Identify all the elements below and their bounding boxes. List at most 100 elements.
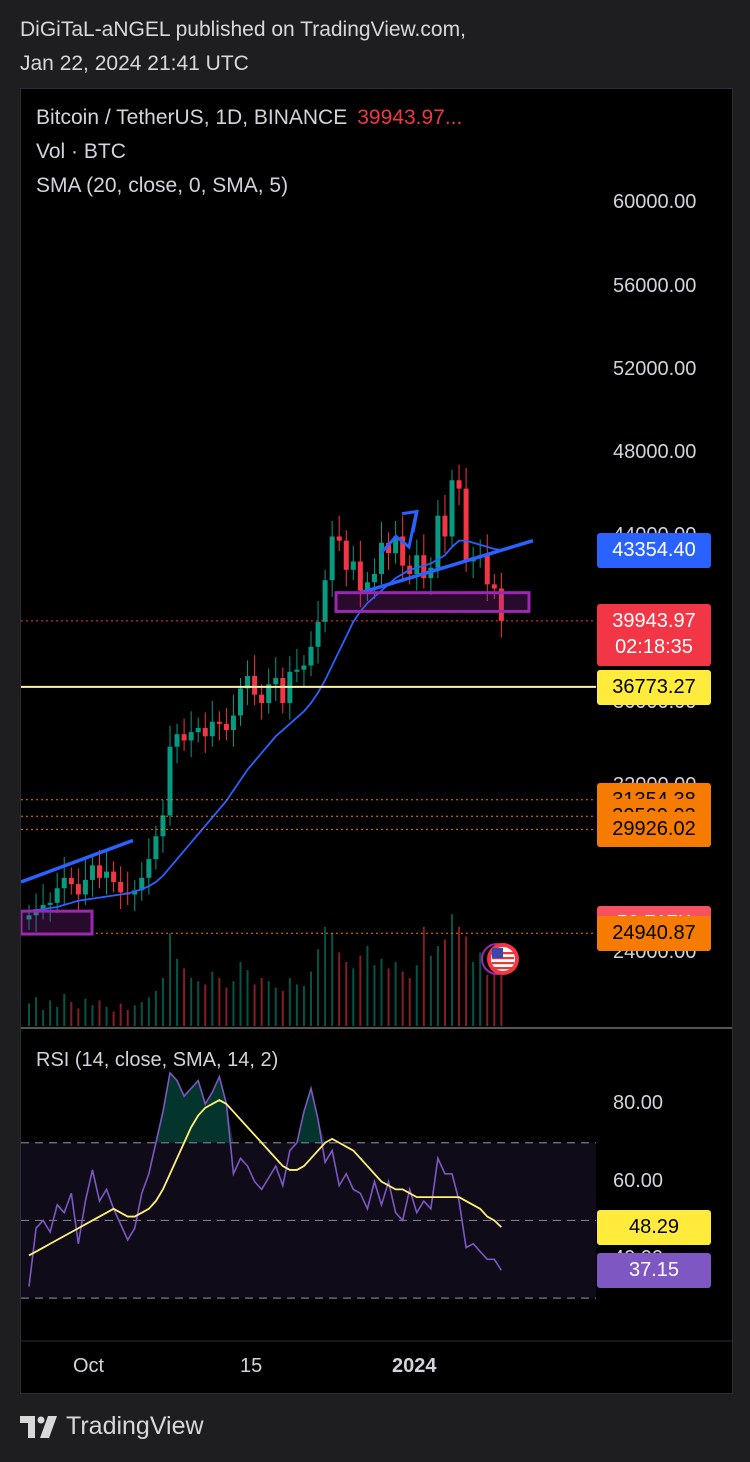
x-tick-2024: 2024 — [392, 1355, 437, 1377]
volume-bar — [77, 1008, 80, 1026]
candle-body — [132, 890, 138, 895]
published-date: Jan 22, 2024 21:41 UTC — [20, 52, 249, 75]
volume-bar — [274, 987, 277, 1026]
volume-bar — [239, 962, 242, 1026]
candle-body — [280, 678, 286, 703]
tradingview-brand[interactable]: TradingView — [20, 1412, 204, 1441]
volume-bar — [98, 1000, 101, 1026]
legend-last-price: 39943.97... — [357, 106, 463, 129]
chart-container[interactable]: Bitcoin / TetherUS, 1D, BINANCE 39943.97.… — [20, 88, 733, 1394]
candle-body — [167, 746, 173, 816]
sma-legend[interactable]: SMA (20, close, 0, SMA, 5) — [36, 174, 289, 197]
candle-body — [491, 584, 497, 589]
candle-body — [322, 580, 328, 622]
candle-body — [68, 877, 74, 885]
candle-body — [449, 480, 455, 537]
x-tick-15: 15 — [240, 1355, 263, 1377]
candle-body — [435, 515, 441, 568]
volume-bar — [126, 1010, 129, 1026]
candle-body — [336, 536, 342, 541]
rsi-legend[interactable]: RSI (14, close, SMA, 14, 2) — [36, 1049, 279, 1071]
trendline-left — [21, 838, 134, 884]
volume-bar — [324, 926, 327, 1026]
volume-bar — [422, 926, 425, 1026]
candle-body — [174, 734, 180, 747]
volume-bar — [204, 984, 207, 1026]
last-price-value: 39943.97 — [612, 609, 696, 632]
volume-bar — [49, 1000, 52, 1026]
candle-body — [379, 542, 384, 574]
rsi-overbought-fill — [29, 1072, 502, 1143]
level-badge-3: 29926.02 — [597, 812, 711, 848]
candle-body — [40, 904, 46, 910]
candle-body — [223, 723, 229, 731]
horizontal-line-badge: 36773.27 — [597, 669, 711, 705]
volume-bar — [472, 962, 475, 1026]
volume-legend[interactable]: Vol · BTC — [36, 140, 126, 163]
candle-body — [118, 882, 124, 893]
last-price-badge: 39943.97 02:18:35 — [597, 603, 711, 666]
candle-body — [364, 582, 370, 591]
us-flag-stripe — [492, 967, 514, 970]
volume-bar — [443, 939, 446, 1026]
bar-countdown: 02:18:35 — [615, 635, 693, 658]
candle-body — [61, 877, 67, 889]
volume-bar — [232, 981, 235, 1026]
candle-body — [259, 694, 265, 703]
volume-bar — [218, 978, 221, 1026]
sma-line — [28, 539, 502, 913]
candle-body — [386, 542, 392, 554]
us-flag-stripe — [492, 957, 514, 960]
volume-bar — [84, 998, 87, 1026]
range-box-right — [334, 591, 531, 613]
volume-bar — [260, 978, 263, 1026]
volume-bar — [211, 971, 214, 1026]
volume-bar — [197, 981, 200, 1026]
x-tick-oct: Oct — [73, 1355, 105, 1377]
volume-bar — [415, 965, 418, 1026]
price-axis-label: 60000.00 — [613, 191, 697, 214]
volume-bar — [183, 968, 186, 1026]
candle-body — [371, 573, 377, 583]
volume-bar — [154, 990, 157, 1026]
candle-body — [273, 678, 279, 685]
candle-body — [414, 555, 420, 574]
rsi-axis-label: 80.00 — [613, 1091, 664, 1114]
volume-bar — [91, 1005, 94, 1026]
candle-body — [75, 884, 81, 895]
candle-body — [139, 877, 145, 891]
candle-body — [188, 732, 194, 741]
volume-bar — [253, 984, 256, 1026]
symbol-legend[interactable]: Bitcoin / TetherUS, 1D, BINANCE 39943.97.… — [36, 106, 462, 130]
volume-bar — [387, 968, 390, 1026]
chart-canvas[interactable] — [21, 89, 732, 1393]
candle-body — [146, 859, 152, 878]
volume-bar — [133, 1005, 136, 1026]
volume-bar — [317, 949, 320, 1026]
rsi-value-badge: 37.15 — [597, 1253, 711, 1289]
volume-bar — [28, 1003, 30, 1026]
volume-bar — [458, 926, 461, 1026]
rsi-axis-label: 60.00 — [613, 1169, 664, 1192]
candle-body — [484, 555, 490, 585]
candle-body — [245, 675, 251, 689]
candle-body — [181, 734, 187, 741]
volume-bar — [140, 1002, 143, 1026]
volume-bar — [295, 984, 298, 1026]
candle-body — [252, 675, 258, 695]
volume-bar — [401, 971, 404, 1026]
us-flag-canton — [492, 948, 503, 959]
rsi-sma-line — [28, 1099, 502, 1257]
candle-body — [393, 536, 399, 554]
volume-bar — [479, 952, 482, 1026]
volume-bar — [338, 952, 341, 1026]
trendline-right — [360, 538, 534, 595]
candle-body — [47, 902, 53, 905]
price-axis-label: 52000.00 — [613, 357, 697, 380]
level-badge-4: 24940.87 — [597, 916, 711, 952]
volume-bar — [359, 955, 362, 1026]
price-axis-label: 56000.00 — [613, 274, 697, 297]
volume-bar — [147, 997, 150, 1026]
rsi-sma-badge: 48.29 — [597, 1210, 711, 1246]
candle-body — [111, 871, 117, 883]
